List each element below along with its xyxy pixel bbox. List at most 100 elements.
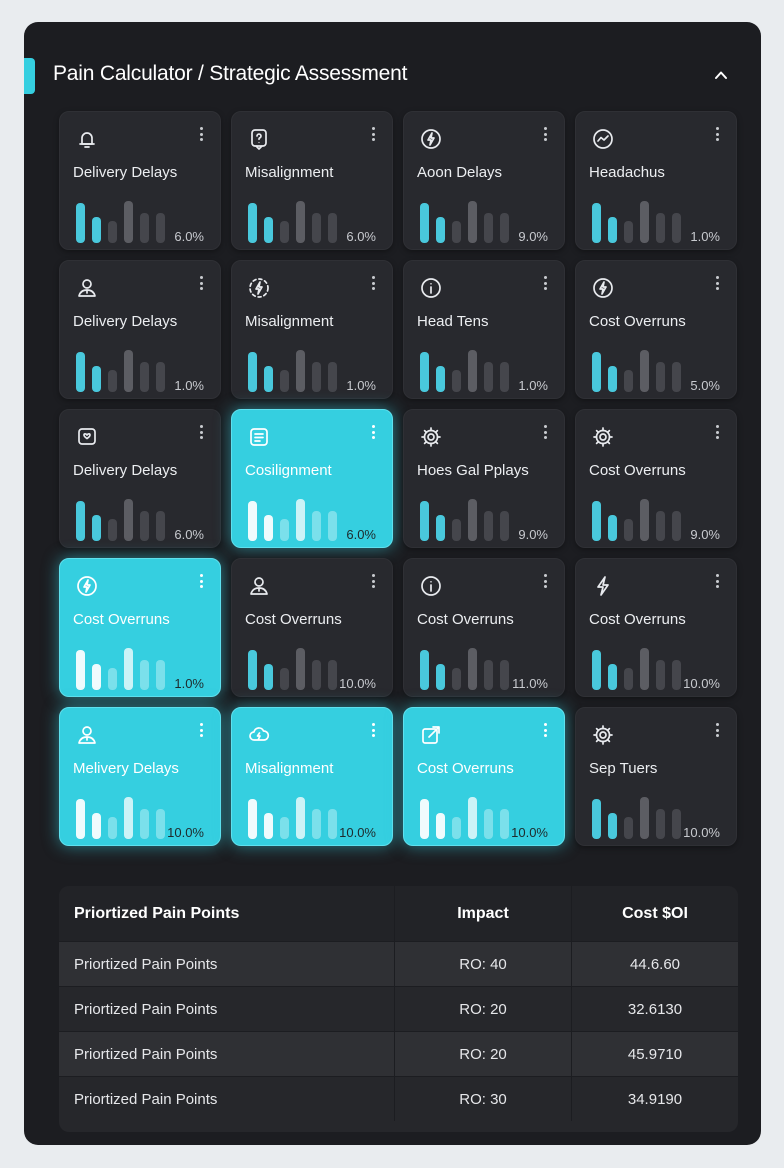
- card-label: Melivery Delays: [73, 760, 179, 777]
- lightning-circle-icon: [74, 573, 100, 599]
- mini-bar: [280, 370, 289, 392]
- table-row[interactable]: Priortized Pain Points RO: 40 44.6.60: [59, 941, 738, 986]
- mini-bar: [484, 809, 493, 839]
- pain-card[interactable]: Delivery Delays 6.0%: [59, 111, 221, 250]
- row-impact: RO: 20: [395, 1032, 572, 1076]
- mini-bar: [248, 650, 257, 690]
- pain-card[interactable]: Cost Overruns 11.0%: [403, 558, 565, 697]
- mini-bar: [328, 511, 337, 541]
- mini-bar: [436, 813, 445, 839]
- card-percentage: 10.0%: [339, 676, 376, 691]
- mini-bar: [264, 366, 273, 392]
- more-options-icon[interactable]: [711, 573, 723, 589]
- mini-bar: [140, 809, 149, 839]
- pain-card[interactable]: Misalignment 6.0%: [231, 111, 393, 250]
- mini-bar: [108, 370, 117, 392]
- header-pain-points[interactable]: Priortized Pain Points: [59, 886, 395, 941]
- more-options-icon[interactable]: [367, 573, 379, 589]
- card-label: Headachus: [589, 164, 665, 181]
- row-cost: 44.6.60: [629, 955, 681, 973]
- mini-bar: [608, 366, 617, 392]
- card-label: Misalignment: [245, 313, 334, 330]
- card-percentage: 11.0%: [512, 676, 548, 691]
- mini-bar: [436, 664, 445, 690]
- card-percentage: 10.0%: [339, 825, 376, 840]
- pain-calculator-panel: Pain Calculator / Strategic Assessment D…: [24, 22, 761, 1145]
- pain-card[interactable]: Hoes Gal Pplays 9.0%: [403, 409, 565, 548]
- card-percentage: 9.0%: [518, 229, 548, 244]
- more-options-icon[interactable]: [539, 573, 551, 589]
- lightning-circle-icon: [418, 126, 444, 152]
- table-row[interactable]: Priortized Pain Points RO: 20 45.9710: [59, 1031, 738, 1076]
- pain-card[interactable]: Cost Overruns 10.0%: [403, 707, 565, 846]
- mini-bar-chart: [420, 348, 509, 392]
- pain-card[interactable]: Aoon Delays 9.0%: [403, 111, 565, 250]
- more-options-icon[interactable]: [195, 573, 207, 589]
- mini-bar: [328, 362, 337, 392]
- user-alert-icon: [74, 275, 100, 301]
- more-options-icon[interactable]: [539, 126, 551, 142]
- pain-card[interactable]: Cost Overruns 9.0%: [575, 409, 737, 548]
- mini-bar: [296, 797, 305, 839]
- mini-bar: [248, 501, 257, 541]
- mini-bar: [436, 366, 445, 392]
- pain-card[interactable]: Headachus 1.0%: [575, 111, 737, 250]
- more-options-icon[interactable]: [711, 126, 723, 142]
- bell-icon: [74, 126, 100, 152]
- mini-bar: [296, 201, 305, 243]
- more-options-icon[interactable]: [539, 722, 551, 738]
- mini-bar: [312, 362, 321, 392]
- pain-card[interactable]: Head Tens 1.0%: [403, 260, 565, 399]
- more-options-icon[interactable]: [195, 126, 207, 142]
- mini-bar: [76, 352, 85, 392]
- pain-card[interactable]: Cost Overruns 10.0%: [575, 558, 737, 697]
- pain-card[interactable]: Delivery Delays 6.0%: [59, 409, 221, 548]
- card-percentage: 10.0%: [511, 825, 548, 840]
- user-alert-icon: [246, 573, 272, 599]
- mini-bar-chart: [592, 199, 681, 243]
- more-options-icon[interactable]: [711, 275, 723, 291]
- card-label: Misalignment: [245, 164, 334, 181]
- mini-bar-chart: [76, 497, 165, 541]
- more-options-icon[interactable]: [539, 275, 551, 291]
- more-options-icon[interactable]: [711, 722, 723, 738]
- pain-card[interactable]: Cost Overruns 10.0%: [231, 558, 393, 697]
- pain-card[interactable]: Cost Overruns 5.0%: [575, 260, 737, 399]
- mini-bar: [156, 809, 165, 839]
- header-impact[interactable]: Impact: [395, 886, 572, 941]
- mini-bar: [296, 648, 305, 690]
- mini-bar: [608, 813, 617, 839]
- pain-card[interactable]: Cosilignment 6.0%: [231, 409, 393, 548]
- more-options-icon[interactable]: [195, 275, 207, 291]
- pain-card[interactable]: Cost Overruns 1.0%: [59, 558, 221, 697]
- more-options-icon[interactable]: [367, 126, 379, 142]
- mini-bar: [656, 213, 665, 243]
- table-row[interactable]: Priortized Pain Points RO: 20 32.6130: [59, 986, 738, 1031]
- mini-bar: [248, 203, 257, 243]
- mini-bar: [468, 499, 477, 541]
- pain-card[interactable]: Delivery Delays 1.0%: [59, 260, 221, 399]
- more-options-icon[interactable]: [195, 722, 207, 738]
- more-options-icon[interactable]: [195, 424, 207, 440]
- mini-bar: [108, 668, 117, 690]
- card-label: Hoes Gal Pplays: [417, 462, 529, 479]
- pain-card[interactable]: Sep Tuers 10.0%: [575, 707, 737, 846]
- card-label: Cosilignment: [245, 462, 332, 479]
- more-options-icon[interactable]: [367, 722, 379, 738]
- more-options-icon[interactable]: [539, 424, 551, 440]
- more-options-icon[interactable]: [711, 424, 723, 440]
- more-options-icon[interactable]: [367, 275, 379, 291]
- mini-bar: [124, 648, 133, 690]
- mini-bar: [140, 362, 149, 392]
- mini-bar: [156, 362, 165, 392]
- header-cost-roi[interactable]: Cost $OI: [622, 904, 688, 922]
- question-badge-icon: [246, 126, 272, 152]
- mini-bar-chart: [76, 646, 165, 690]
- card-percentage: 6.0%: [174, 229, 204, 244]
- more-options-icon[interactable]: [367, 424, 379, 440]
- collapse-button[interactable]: [710, 64, 732, 86]
- pain-card[interactable]: Misalignment 10.0%: [231, 707, 393, 846]
- pain-card[interactable]: Misalignment 1.0%: [231, 260, 393, 399]
- pain-card[interactable]: Melivery Delays 10.0%: [59, 707, 221, 846]
- table-row[interactable]: Priortized Pain Points RO: 30 34.9190: [59, 1076, 738, 1121]
